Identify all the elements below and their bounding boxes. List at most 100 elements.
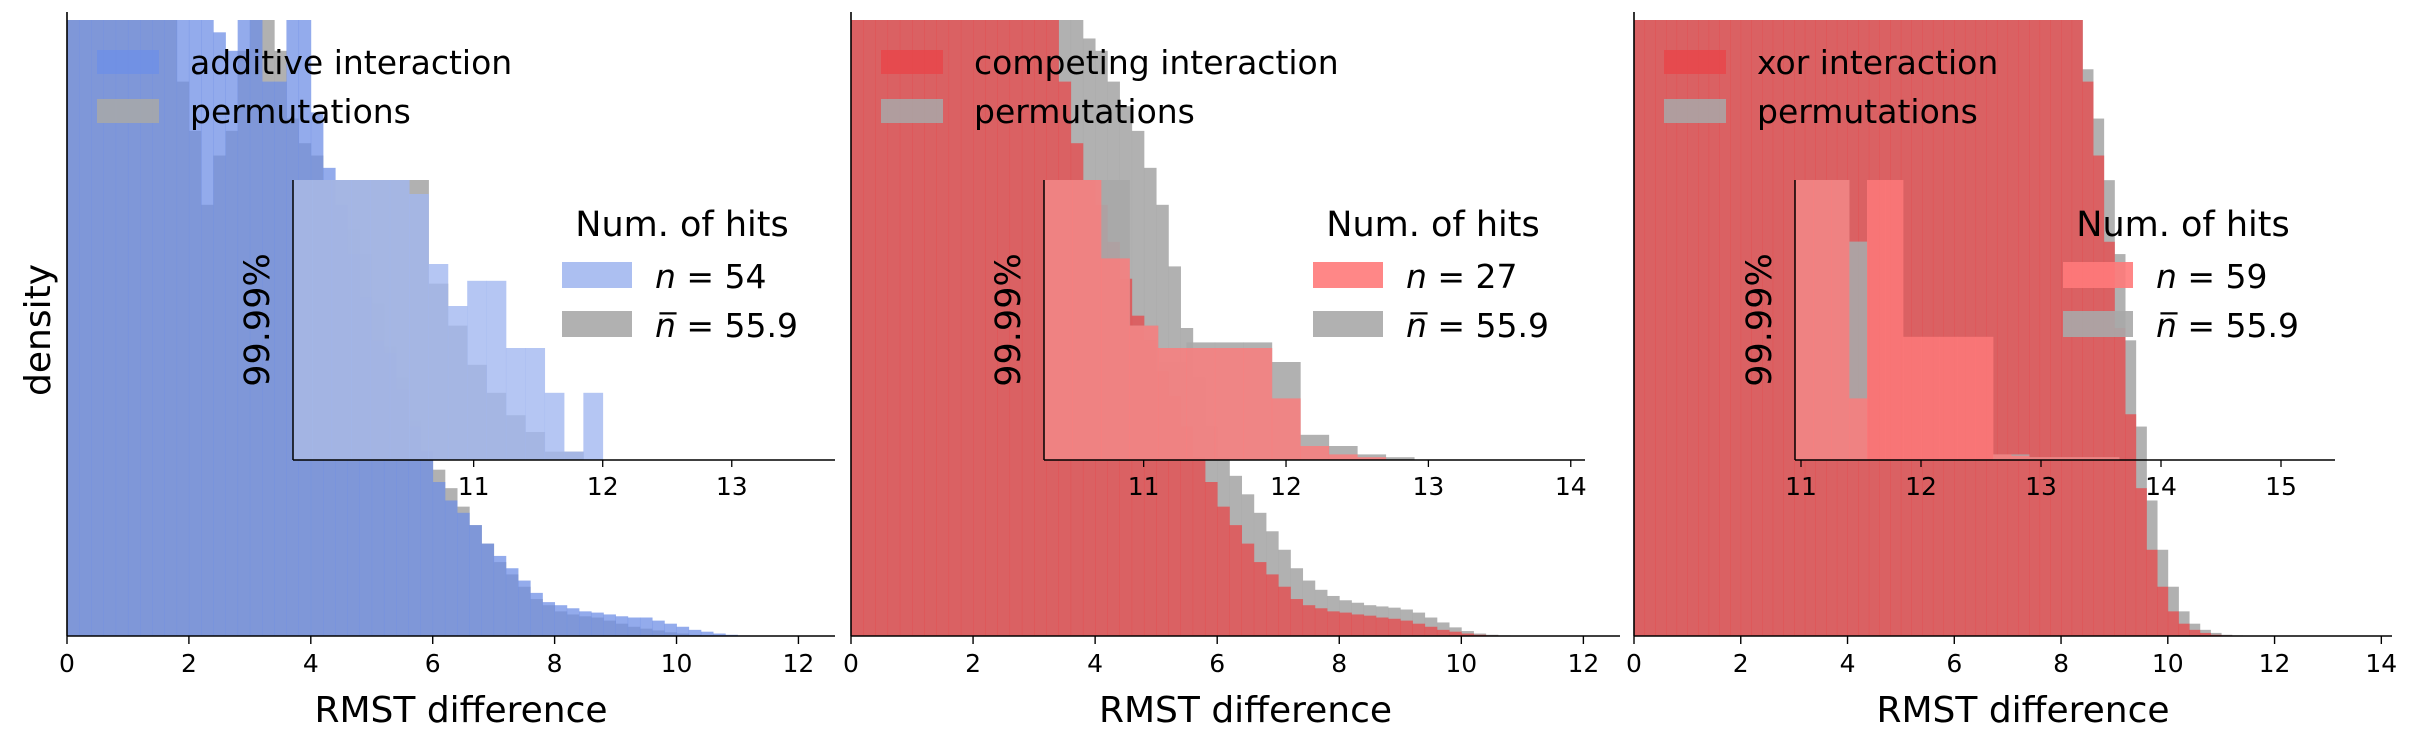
inset-x-tick-label: 15 xyxy=(2265,472,2297,501)
main-bar xyxy=(1266,574,1279,636)
x-tick-label: 0 xyxy=(59,649,75,678)
inset-x-tick-label: 12 xyxy=(1905,472,1937,501)
inset-main-bar xyxy=(486,280,507,460)
main-bar xyxy=(152,20,165,636)
x-tick-label: 6 xyxy=(1209,649,1225,678)
main-bar xyxy=(249,20,263,636)
inset: 11 12 13 99.99% xyxy=(238,180,835,501)
x-axis-label: RMST difference xyxy=(1099,690,1392,731)
main-bar xyxy=(1034,20,1047,636)
main-bar xyxy=(1217,506,1230,636)
main-bar xyxy=(676,626,690,636)
inset-main-bar xyxy=(1939,336,1958,460)
main-bar xyxy=(1241,543,1255,636)
main-bar xyxy=(1412,623,1426,636)
inset-x-tick-label: 12 xyxy=(1270,472,1302,501)
x-tick-label: 4 xyxy=(1840,649,1856,678)
inset-main-bar xyxy=(525,348,546,460)
main-bar xyxy=(91,20,104,636)
main-bar xyxy=(615,616,629,636)
main-bar xyxy=(176,20,190,636)
main-bar xyxy=(127,20,141,636)
main-bar xyxy=(863,20,876,636)
main-bar xyxy=(2007,20,2019,636)
main-bar xyxy=(1772,20,1784,636)
inset-main-bar xyxy=(312,180,333,460)
main-bar xyxy=(713,633,726,636)
main-bar xyxy=(1708,20,1720,636)
legend-label-main: competing interaction xyxy=(974,43,1339,82)
x-tick-label: 2 xyxy=(181,649,197,678)
main-bar xyxy=(1180,426,1194,636)
main-bar xyxy=(2103,241,2115,636)
main-bar xyxy=(1461,633,1474,636)
inset-main-bar xyxy=(1993,454,2012,460)
inset-main-bar xyxy=(1831,180,1850,460)
inset-main-bar xyxy=(331,180,352,460)
hits-legend: Num. of hits n = 54 n̅ = 55.9 xyxy=(562,205,798,345)
hits-legend-value: = 54 xyxy=(676,257,767,296)
main-bar xyxy=(1388,618,1401,636)
inset-main-bar xyxy=(1157,348,1187,460)
x-tick-label: 12 xyxy=(783,649,815,678)
main-bar xyxy=(2018,20,2030,636)
inset-main-bar xyxy=(1271,398,1301,460)
main-bar xyxy=(274,81,287,636)
hits-legend-swatch xyxy=(562,311,632,337)
x-tick-label: 6 xyxy=(1946,649,1962,678)
main-bar xyxy=(973,20,986,636)
inset-main-bar xyxy=(370,180,391,460)
hits-legend-symbol: n xyxy=(655,257,676,296)
main-bar xyxy=(1351,614,1365,636)
hits-legend: Num. of hits n = 27 n̅ = 55.9 xyxy=(1313,205,1549,345)
main-bar xyxy=(627,617,641,636)
inset-main-bar xyxy=(544,392,565,460)
main-bar xyxy=(2029,20,2041,636)
main-bar xyxy=(1339,612,1352,636)
main-bar xyxy=(1900,20,1912,636)
inset-x-tick-label: 13 xyxy=(716,472,748,501)
inset-x-tick-label: 11 xyxy=(1785,472,1817,501)
x-tick-label: 10 xyxy=(2152,649,2184,678)
inset-main-bar xyxy=(2011,455,2030,460)
inset-x-tick-label: 13 xyxy=(1412,472,1444,501)
inset-main-bar xyxy=(1885,180,1904,460)
panel-1: 0 2 4 6 8 10 12 RMST difference 11 12 13 99.99% addi… xyxy=(59,12,835,731)
main-bar xyxy=(2157,586,2169,636)
x-axis-label: RMST difference xyxy=(314,690,607,731)
hits-legend-symbol: n xyxy=(1406,257,1427,296)
inset-main-bar xyxy=(1100,258,1130,460)
inset-plot-area xyxy=(1795,180,2120,460)
main-bar xyxy=(887,20,901,636)
main-bar xyxy=(2167,611,2179,636)
main-bar xyxy=(1911,20,1923,636)
hits-legend-symbol: n̅ xyxy=(2156,306,2178,345)
main-bar xyxy=(997,20,1011,636)
main-bar xyxy=(1021,20,1035,636)
inset-x-tick-label: 14 xyxy=(2145,472,2177,501)
main-bar xyxy=(1204,482,1218,636)
legend-label-main: additive interaction xyxy=(190,43,512,82)
main-bar xyxy=(518,580,531,636)
main-bar xyxy=(420,451,434,636)
legend-swatch-permutations xyxy=(97,99,159,123)
legend-swatch-main xyxy=(1664,50,1726,74)
main-bar xyxy=(2082,81,2094,636)
main-bar xyxy=(1009,20,1023,636)
main-bar xyxy=(213,32,226,636)
inset-main-bar xyxy=(1243,348,1273,460)
main-bar xyxy=(566,608,580,636)
main-bar xyxy=(875,20,889,636)
x-axis-label: RMST difference xyxy=(1876,690,2169,731)
main-bar xyxy=(960,20,974,636)
main-bar xyxy=(2146,549,2158,636)
inset-main-bar xyxy=(1813,180,1832,460)
main-bar xyxy=(1634,20,1646,636)
inset-main-bar xyxy=(1849,398,1868,460)
main-bar xyxy=(2125,414,2137,636)
x-tick-label: 6 xyxy=(425,649,441,678)
inset-main-bar xyxy=(1357,457,1387,460)
inset-main-bar xyxy=(351,180,371,460)
inset-main-bar xyxy=(2047,457,2066,460)
inset-main-bar xyxy=(1867,180,1886,460)
